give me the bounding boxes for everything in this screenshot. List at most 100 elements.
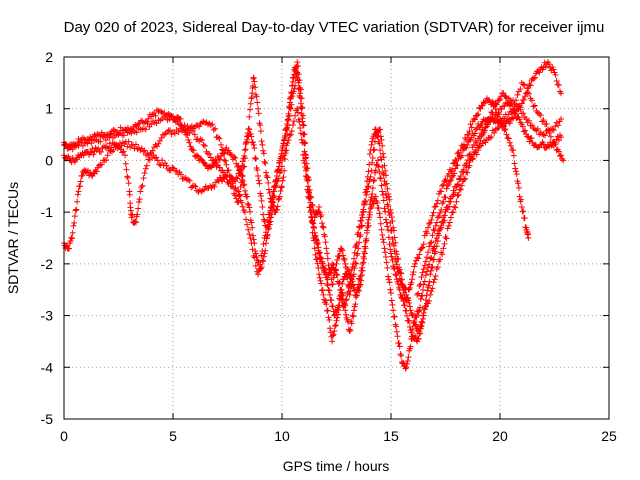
data-point [393,328,400,335]
data-point [507,142,514,149]
data-point [247,235,254,242]
data-point [259,257,266,264]
data-point [437,256,444,263]
data-point [469,155,476,162]
data-point [393,276,400,283]
data-point [432,203,439,210]
data-point [384,223,391,230]
data-point [306,195,313,202]
data-point [473,126,480,133]
data-point [219,146,226,153]
data-point [358,211,365,218]
data-point [369,159,376,166]
data-point [313,237,320,244]
data-point [318,287,325,294]
data-point [437,226,444,233]
data-point [409,312,416,319]
data-point [222,157,229,164]
data-point [289,121,296,128]
data-point [247,130,254,137]
data-point [145,156,152,163]
data-point [311,245,318,252]
data-point [330,331,337,338]
data-point [249,90,256,97]
data-point [82,137,89,144]
data-point [368,167,375,174]
data-point [340,292,347,299]
data-point [322,239,329,246]
data-point [514,91,521,98]
data-point [403,312,410,319]
data-point [397,277,404,284]
data-point [520,96,527,103]
data-point [208,185,215,192]
data-point [365,183,372,190]
data-point [74,191,81,198]
data-point [380,150,387,157]
data-point [408,329,415,336]
data-point [279,163,285,170]
data-point [329,281,336,288]
data-point [251,254,258,261]
data-point [164,165,171,172]
data-point [356,276,363,283]
data-point [526,138,533,145]
data-point [384,185,391,192]
data-point [552,123,559,130]
data-point [421,262,428,269]
data-point [446,203,453,210]
data-point [334,311,341,318]
data-point [294,77,301,84]
data-point [420,241,427,248]
data-point [360,208,367,215]
data-point [442,194,449,201]
data-point [380,191,387,198]
data-point [232,192,239,199]
x-tick-label: 0 [60,428,68,444]
data-point [302,167,309,174]
data-point [382,216,389,223]
data-point [457,186,464,193]
data-point [186,139,193,146]
data-point [528,135,535,142]
data-point [550,66,557,73]
data-point [559,155,566,162]
data-point [140,148,147,155]
data-point [384,264,391,271]
data-point [425,249,432,256]
data-point [390,227,397,234]
data-point [416,251,423,258]
data-point [339,247,346,254]
data-point [120,148,127,155]
data-point [105,145,112,152]
data-point [316,203,323,210]
data-point [305,176,312,183]
data-point [343,296,350,303]
data-point [512,168,519,175]
data-point [462,175,469,182]
data-point [495,124,502,131]
data-point [234,163,241,170]
data-point [293,70,300,77]
data-point [316,274,323,281]
data-point [454,181,461,188]
data-point [167,112,174,119]
data-point [257,261,264,268]
x-tick-label: 15 [383,428,399,444]
data-point [526,117,533,124]
data-point [187,143,194,150]
data-point [477,122,484,129]
data-point [158,134,165,141]
data-point [403,360,410,367]
data-point [125,180,132,187]
data-point [398,359,405,366]
data-point [246,126,253,133]
data-point [415,290,422,297]
data-point [279,177,286,184]
data-point [225,147,232,154]
data-point [388,253,395,260]
data-point [560,157,567,164]
data-point [471,130,478,137]
data-point [463,144,470,151]
data-point [300,130,307,137]
